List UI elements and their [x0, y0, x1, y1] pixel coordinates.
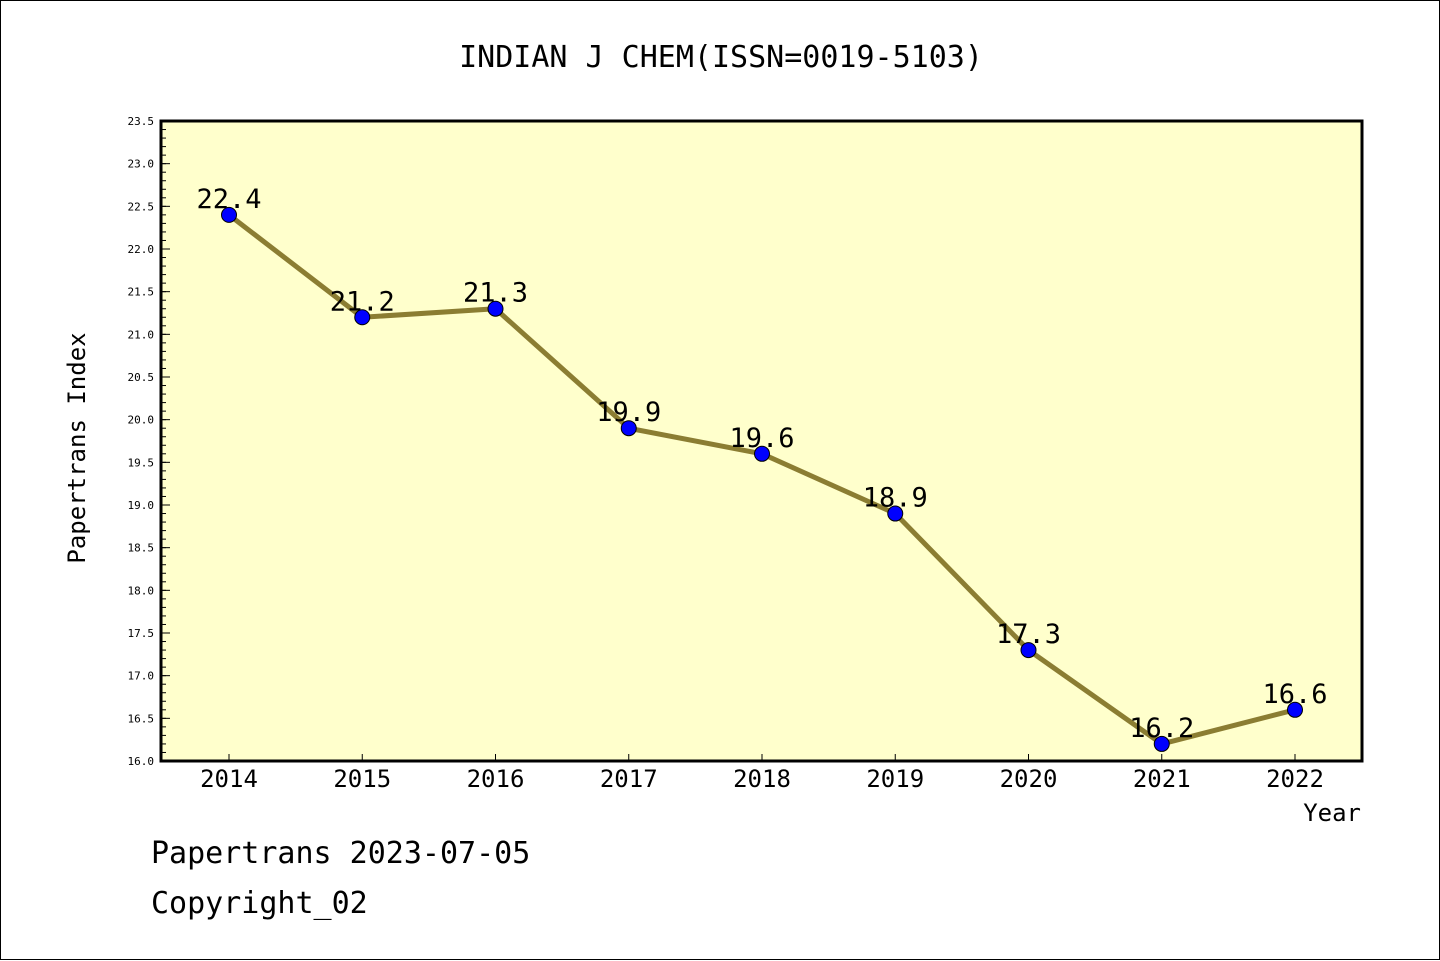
data-point — [620, 420, 637, 437]
plot-border — [159, 119, 1364, 763]
y-tick-label: 18.0 — [128, 584, 155, 597]
plot-area — [161, 121, 1362, 761]
data-points — [221, 206, 1303, 752]
data-point — [1020, 642, 1037, 659]
data-label: 21.3 — [463, 278, 528, 309]
data-point — [221, 206, 237, 223]
x-tick-label: 2014 — [200, 765, 258, 793]
x-tick-label: 2016 — [467, 765, 525, 793]
y-tick-label: 20.5 — [128, 371, 155, 384]
data-label: 19.6 — [729, 423, 794, 454]
data-label: 18.9 — [863, 483, 928, 514]
y-tick-label: 18.5 — [128, 542, 155, 555]
x-tick-label: 2019 — [866, 765, 924, 793]
data-point — [487, 300, 504, 317]
data-label: 17.3 — [996, 619, 1061, 650]
data-label: 16.2 — [1129, 713, 1194, 744]
chart-title: INDIAN J CHEM(ISSN=0019-5103) — [459, 40, 983, 75]
x-tick-label: 2021 — [1133, 765, 1191, 793]
y-tick-label: 22.5 — [128, 200, 155, 213]
y-tick-label: 16.5 — [128, 712, 155, 725]
data-point — [1287, 701, 1303, 718]
y-tick-label: 23.5 — [128, 115, 155, 128]
footer-source: Papertrans 2023-07-05 — [151, 836, 531, 871]
data-label: 21.2 — [330, 286, 395, 317]
y-tick-label: 21.5 — [128, 286, 155, 299]
x-axis-label: Year — [1303, 799, 1361, 827]
data-point — [1153, 735, 1170, 752]
y-tick-label: 16.0 — [128, 755, 155, 768]
x-tick-label: 2015 — [333, 765, 391, 793]
y-axis-label: Papertrans Index — [63, 332, 91, 563]
y-tick-label: 23.0 — [128, 158, 155, 171]
data-point — [354, 309, 371, 326]
x-tick-label: 2022 — [1266, 765, 1324, 793]
y-tick-label: 19.5 — [128, 456, 155, 469]
data-label: 22.4 — [196, 184, 261, 215]
data-point — [887, 505, 904, 522]
y-tick-label: 20.0 — [128, 414, 155, 427]
y-axis-ticks: 16.0 16.5 17.0 17.5 18.0 18.5 19.0 19.5 20.0 20.5… — [128, 115, 170, 768]
y-tick-label: 22.0 — [128, 243, 155, 256]
data-label: 16.6 — [1262, 679, 1327, 710]
x-tick-label: 2018 — [733, 765, 791, 793]
y-tick-label: 17.5 — [128, 627, 155, 640]
y-tick-label: 21.0 — [128, 328, 155, 341]
y-tick-label: 17.0 — [128, 670, 155, 683]
data-labels: 22.4 21.2 21.3 19.9 19.6 18.9 17.3 16.2 16.6 — [196, 184, 1327, 744]
data-label: 19.9 — [596, 397, 661, 428]
x-tick-label: 2020 — [1000, 765, 1058, 793]
data-point — [754, 445, 770, 462]
y-tick-label: 19.0 — [128, 499, 155, 512]
x-tick-label: 2017 — [600, 765, 658, 793]
footer-copyright: Copyright_02 — [151, 886, 368, 921]
